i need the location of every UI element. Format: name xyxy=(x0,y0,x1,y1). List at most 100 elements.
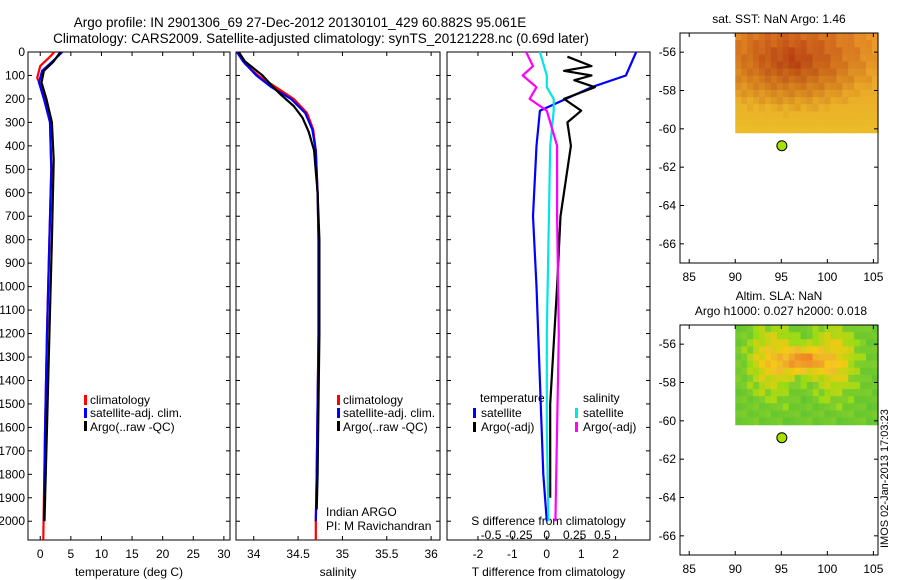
heatmap-cell xyxy=(741,367,748,376)
heatmap-cell xyxy=(782,339,790,347)
heatmap-cell xyxy=(830,111,837,120)
heatmap-cell xyxy=(764,97,772,105)
heatmap-cell xyxy=(770,374,778,383)
heatmap-cell xyxy=(753,40,760,48)
heatmap-cell xyxy=(735,97,742,105)
heatmap-cell xyxy=(800,118,808,127)
heatmap-cell xyxy=(836,332,843,340)
heatmap-cell xyxy=(854,125,861,134)
heatmap-cell xyxy=(735,353,742,362)
heatmap-cell xyxy=(770,111,778,120)
heatmap-cell xyxy=(860,104,867,112)
heatmap-cell xyxy=(770,104,778,112)
heatmap-cell xyxy=(848,353,855,362)
heatmap-cell xyxy=(836,410,843,419)
secondary-tick-label: 0.25 xyxy=(563,528,587,542)
heatmap-cell xyxy=(854,61,861,70)
heatmap-cell xyxy=(854,54,861,63)
heatmap-cell xyxy=(860,47,867,55)
heatmap-cell xyxy=(854,417,861,426)
heatmap-cell xyxy=(860,68,867,77)
heatmap-cell xyxy=(735,325,742,333)
legend-label-satellite: satellite-adj. clim. xyxy=(90,406,182,420)
heatmap-cell xyxy=(830,97,837,105)
heatmap-cell xyxy=(818,54,826,63)
heatmap-cell xyxy=(842,417,849,426)
heatmap-cell xyxy=(782,346,790,355)
heatmap-cell xyxy=(800,396,808,404)
heatmap-cell xyxy=(788,332,796,340)
heatmap-cell xyxy=(782,353,790,362)
x-tick-label: 36 xyxy=(424,547,438,561)
heatmap-cell xyxy=(735,339,742,347)
plot-frame xyxy=(27,51,231,541)
heatmap-cell xyxy=(741,111,748,120)
heatmap-cell xyxy=(782,325,790,333)
heatmap-cell xyxy=(866,61,873,70)
heatmap-cell xyxy=(806,54,814,63)
heatmap-cell xyxy=(794,403,802,412)
heatmap-cell xyxy=(830,346,837,355)
heatmap-cell xyxy=(788,396,796,404)
y-tick-label: -64 xyxy=(659,491,677,505)
heatmap-cell xyxy=(842,396,849,404)
heatmap-cell xyxy=(818,33,826,41)
heatmap-cell xyxy=(747,125,754,134)
heatmap-cell xyxy=(770,125,778,134)
heatmap-cell xyxy=(759,54,766,63)
heatmap-cell xyxy=(788,346,796,355)
heatmap-cell xyxy=(812,325,820,333)
heatmap-cell xyxy=(735,346,742,355)
heatmap-cell xyxy=(735,111,742,120)
heatmap-cell xyxy=(747,89,754,98)
legend-label-climatology: climatology xyxy=(90,393,150,407)
heatmap-cell xyxy=(830,61,837,70)
heatmap-cell xyxy=(794,33,802,41)
heatmap-cell xyxy=(818,89,826,98)
heatmap-cell xyxy=(818,360,826,369)
heatmap-cell xyxy=(866,111,873,120)
heatmap-cell xyxy=(848,111,855,120)
heatmap-cell xyxy=(818,47,826,55)
heatmap-cell xyxy=(872,389,879,397)
heatmap-cell xyxy=(854,68,861,77)
heatmap-cell xyxy=(747,40,754,48)
heatmap-cell xyxy=(866,339,873,347)
x-tick-label: 85 xyxy=(683,562,697,576)
heatmap-cell xyxy=(770,346,778,355)
heatmap-cell xyxy=(836,417,843,426)
heatmap-cell xyxy=(776,82,784,91)
heatmap-cell xyxy=(872,410,879,419)
heatmap-cell xyxy=(818,381,826,390)
heatmap-cell xyxy=(759,40,766,48)
heatmap-cell xyxy=(866,118,873,127)
x-tick-label: 34 xyxy=(247,547,261,561)
heatmap-cell xyxy=(764,125,772,134)
heatmap-cell xyxy=(747,381,754,390)
heatmap-cell xyxy=(759,403,766,412)
heatmap-cell xyxy=(788,47,796,55)
series-line-satellite-adj-clim- xyxy=(37,51,64,522)
heatmap-cell xyxy=(776,33,784,41)
heatmap-cell xyxy=(806,40,814,48)
heatmap-cell xyxy=(753,75,760,84)
heatmap-cell xyxy=(741,396,748,404)
heatmap-cell xyxy=(830,40,837,48)
heatmap-cell xyxy=(776,360,784,369)
heatmap-cell xyxy=(806,360,814,369)
heatmap-cell xyxy=(741,97,748,105)
heatmap-cell xyxy=(735,374,742,383)
x-tick-label: 0 xyxy=(543,547,550,561)
heatmap-cell xyxy=(764,396,772,404)
heatmap-cell xyxy=(830,403,837,412)
heatmap-cell xyxy=(842,374,849,383)
heatmap-cell xyxy=(759,346,766,355)
heatmap-cell xyxy=(764,367,772,376)
heatmap-cell xyxy=(782,410,790,419)
heatmap-cell xyxy=(836,353,843,362)
heatmap-cell xyxy=(753,417,760,426)
heatmap-cell xyxy=(759,374,766,383)
heatmap-cell xyxy=(788,381,796,390)
heatmap-cell xyxy=(753,47,760,55)
